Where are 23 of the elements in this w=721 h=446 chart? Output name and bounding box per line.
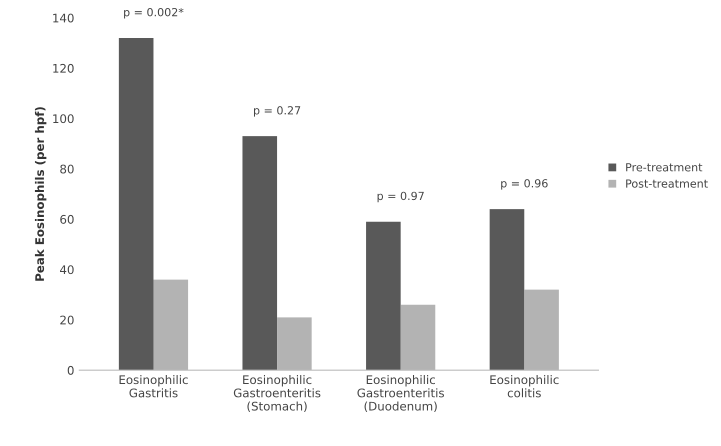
bar xyxy=(242,136,278,370)
y-tick-label: 40 xyxy=(60,265,74,274)
y-tick-label: 100 xyxy=(53,114,74,124)
y-tick-label: 20 xyxy=(60,316,74,324)
x-tick-label: Eosinophilic colitis xyxy=(490,375,559,398)
y-tick-label: 0 xyxy=(68,366,74,375)
annotation: p = 0.96 xyxy=(501,179,548,190)
x-tick-label: Eosinophilic Gastroenteritis (Duodenum) xyxy=(357,375,444,412)
x-tick-label: Eosinophilic Gastritis xyxy=(120,375,188,398)
legend-label: Pre-treatment xyxy=(626,163,702,172)
y-tick-label: 140 xyxy=(53,14,74,22)
annotation: p = 0.27 xyxy=(254,106,300,117)
bar xyxy=(118,38,154,370)
annotation: p = 0.002* xyxy=(124,8,184,19)
y-tick-label: 120 xyxy=(53,64,74,73)
y-tick-label: 80 xyxy=(60,164,74,174)
y-axis-title: Peak Eosinophils (per hpf) xyxy=(34,107,46,281)
x-tick-label: Eosinophilic Gastroenteritis (Stomach) xyxy=(234,375,320,412)
bar xyxy=(366,222,401,370)
annotation: p = 0.97 xyxy=(378,192,424,202)
bar xyxy=(490,209,524,370)
y-tick-label: 60 xyxy=(60,214,74,224)
legend-label: Post-treatment xyxy=(626,180,708,188)
